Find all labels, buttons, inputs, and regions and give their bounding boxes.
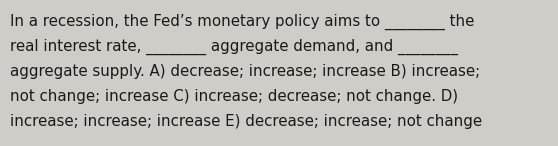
Text: In a recession, the Fed’s monetary policy aims to ________ the: In a recession, the Fed’s monetary polic…: [10, 14, 474, 30]
Text: aggregate supply. A) decrease; increase; increase B) increase;: aggregate supply. A) decrease; increase;…: [10, 64, 480, 79]
Text: real interest rate, ________ aggregate demand, and ________: real interest rate, ________ aggregate d…: [10, 39, 458, 55]
Text: not change; increase C) increase; decrease; not change. D): not change; increase C) increase; decrea…: [10, 89, 458, 104]
Text: increase; increase; increase E) decrease; increase; not change: increase; increase; increase E) decrease…: [10, 114, 482, 129]
